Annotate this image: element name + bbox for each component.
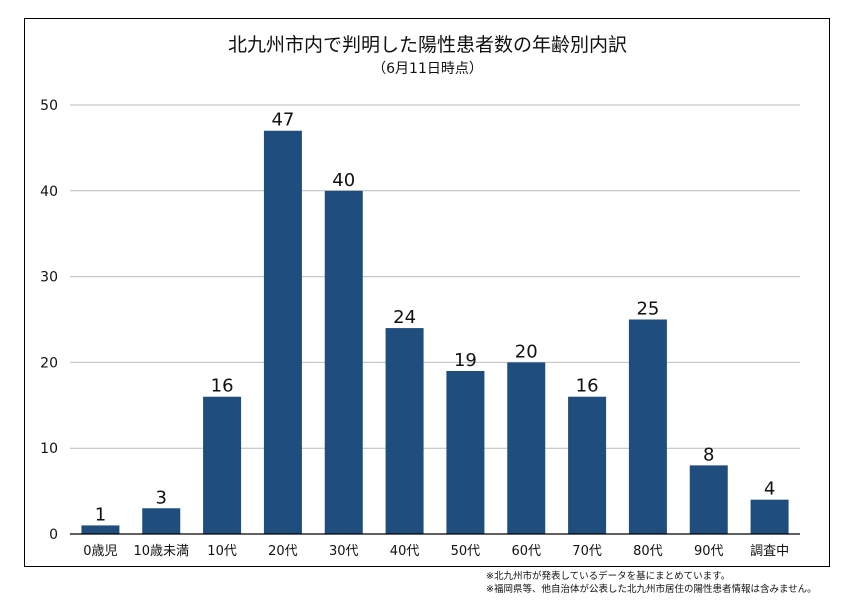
data-label: 3 <box>156 487 167 508</box>
data-label: 8 <box>703 444 714 465</box>
bar <box>203 396 242 534</box>
x-tick-label: 60代 <box>511 544 541 559</box>
bar <box>263 130 302 535</box>
bar <box>81 525 120 534</box>
data-label: 47 <box>271 110 294 131</box>
data-label: 24 <box>393 307 416 328</box>
y-tick-label: 20 <box>40 355 58 371</box>
bar <box>628 319 667 534</box>
x-tick-label: 10代 <box>207 544 237 559</box>
data-label: 20 <box>515 341 538 362</box>
y-tick-label: 30 <box>40 270 58 286</box>
data-label: 1 <box>95 504 106 525</box>
data-label: 4 <box>764 479 775 500</box>
x-tick-label: 10歳未満 <box>133 544 189 559</box>
y-tick-label: 40 <box>40 184 58 200</box>
x-tick-label: 20代 <box>268 544 298 559</box>
x-tick-label: 調査中 <box>750 544 789 559</box>
data-label: 16 <box>576 376 599 397</box>
x-tick-label: 40代 <box>390 544 420 559</box>
chart-frame <box>24 18 830 567</box>
data-label: 19 <box>454 350 477 371</box>
bar <box>750 499 789 534</box>
bar <box>507 362 546 534</box>
footnote-2: ※福岡県等、他自治体が公表した北九州市居住の陽性患者情報は含みません。 <box>486 584 817 595</box>
y-tick-label: 0 <box>49 527 58 543</box>
footnotes: ※北九州市が発表しているデータを基にまとめています。 ※福岡県等、他自治体が公表… <box>486 570 817 596</box>
x-tick-label: 80代 <box>633 544 663 559</box>
bar <box>689 465 728 534</box>
y-tick-label: 10 <box>40 441 58 457</box>
chart-subtitle: （6月11日時点） <box>372 61 483 77</box>
x-tick-label: 70代 <box>572 544 602 559</box>
chart-title: 北九州市内で判明した陽性患者数の年齢別内訳 <box>227 34 627 56</box>
bar <box>142 508 181 534</box>
x-tick-label: 0歳児 <box>83 544 117 559</box>
data-label: 25 <box>636 299 659 320</box>
x-tick-label: 30代 <box>329 544 359 559</box>
x-tick-label: 50代 <box>451 544 481 559</box>
footnote-1: ※北九州市が発表しているデータを基にまとめています。 <box>486 571 731 582</box>
x-tick-label: 90代 <box>694 544 724 559</box>
data-label: 40 <box>332 170 355 191</box>
y-tick-label: 50 <box>40 98 58 114</box>
bar <box>324 190 363 535</box>
bar <box>568 396 607 534</box>
bar <box>385 328 424 534</box>
data-label: 16 <box>211 376 234 397</box>
bar <box>446 370 485 534</box>
